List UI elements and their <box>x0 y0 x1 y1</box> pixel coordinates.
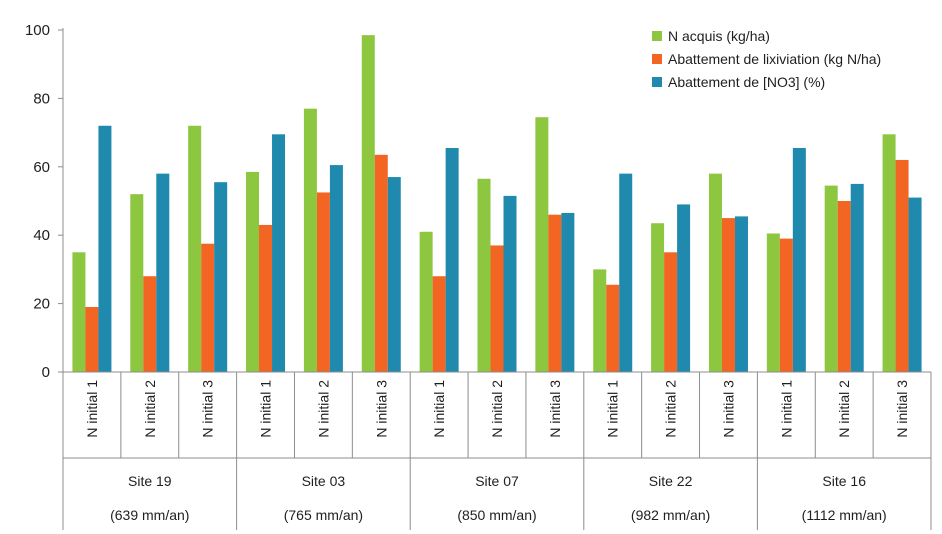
bar <box>606 284 620 372</box>
bar <box>895 159 909 372</box>
rainfall-label: (982 mm/an) <box>631 507 710 523</box>
bar <box>882 134 896 372</box>
bar <box>387 177 401 372</box>
bar <box>837 201 851 372</box>
rainfall-label: (765 mm/an) <box>284 507 363 523</box>
bar <box>419 231 433 372</box>
bar <box>779 238 793 372</box>
x-tick-label: N initial 2 <box>663 380 679 438</box>
bar <box>214 182 228 372</box>
bar <box>561 212 575 372</box>
bar <box>188 125 202 372</box>
bar <box>535 117 549 373</box>
x-tick-label: N initial 2 <box>489 380 505 438</box>
bar <box>85 307 99 372</box>
bar <box>130 194 144 372</box>
bar <box>651 223 665 372</box>
x-tick-label: N initial 2 <box>142 380 158 438</box>
bar <box>156 173 170 372</box>
rainfall-label: (1112 mm/an) <box>802 507 887 523</box>
x-tick-label: N initial 3 <box>200 380 216 438</box>
bar <box>361 35 375 372</box>
site-label: Site 07 <box>475 473 519 489</box>
bar <box>503 195 517 372</box>
x-tick-label: N initial 1 <box>431 380 447 438</box>
bar <box>445 147 459 372</box>
x-tick-label: N initial 1 <box>778 380 794 438</box>
bar <box>548 214 562 372</box>
y-tick-label: 40 <box>33 227 50 244</box>
y-tick-label: 60 <box>33 159 50 176</box>
x-tick-label: N initial 3 <box>720 380 736 438</box>
bar <box>201 243 215 372</box>
bar <box>734 216 748 372</box>
y-tick-label: 100 <box>25 22 50 39</box>
bar <box>721 218 735 372</box>
bar <box>593 269 607 372</box>
legend-label: Abattement de lixiviation (kg N/ha) <box>668 51 881 67</box>
legend-label: Abattement de [NO3] (%) <box>668 74 825 90</box>
y-tick-label: 0 <box>42 364 50 381</box>
bar <box>477 178 491 372</box>
legend-swatch <box>652 54 662 64</box>
bar <box>246 171 260 372</box>
bar <box>708 173 722 372</box>
bar <box>664 252 678 372</box>
bar <box>272 134 286 372</box>
bar <box>303 108 317 372</box>
bar <box>766 233 780 372</box>
y-tick-label: 80 <box>33 90 50 107</box>
site-label: Site 22 <box>649 473 693 489</box>
x-tick-label: N initial 1 <box>258 380 274 438</box>
site-label: Site 19 <box>128 473 172 489</box>
x-tick-label: N initial 3 <box>894 380 910 438</box>
bar <box>792 147 806 372</box>
rainfall-label: (850 mm/an) <box>457 507 536 523</box>
bar <box>72 252 86 372</box>
bar <box>824 185 838 372</box>
bar <box>850 183 864 372</box>
x-tick-label: N initial 2 <box>836 380 852 438</box>
bar <box>98 125 112 372</box>
bar <box>677 204 691 372</box>
bar <box>619 173 633 372</box>
bar <box>908 197 922 372</box>
site-label: Site 03 <box>302 473 346 489</box>
bar <box>432 276 446 372</box>
bar <box>316 192 330 372</box>
x-tick-label: N initial 3 <box>547 380 563 438</box>
bar <box>329 165 343 372</box>
x-tick-label: N initial 2 <box>315 380 331 438</box>
legend-label: N acquis (kg/ha) <box>668 28 770 44</box>
y-tick-label: 20 <box>33 296 50 313</box>
legend-swatch <box>652 77 662 87</box>
bar <box>259 224 273 372</box>
bar <box>143 276 157 372</box>
x-tick-label: N initial 1 <box>84 380 100 438</box>
x-tick-label: N initial 3 <box>373 380 389 438</box>
legend-swatch <box>652 31 662 41</box>
bar <box>490 245 504 372</box>
bar <box>374 154 388 372</box>
x-tick-label: N initial 1 <box>605 380 621 438</box>
site-label: Site 16 <box>822 473 866 489</box>
rainfall-label: (639 mm/an) <box>110 507 189 523</box>
